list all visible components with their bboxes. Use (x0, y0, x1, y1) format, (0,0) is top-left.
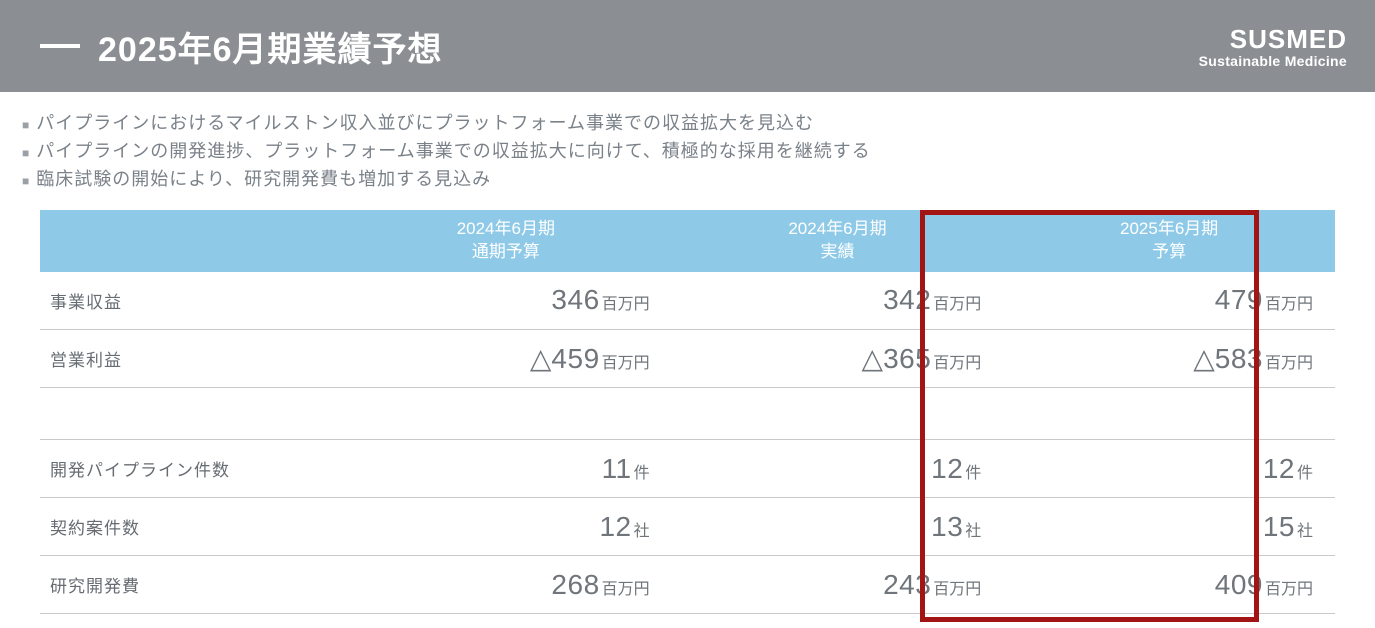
table-cell: 11件 (340, 440, 672, 498)
row-label: 営業利益 (40, 330, 340, 388)
cell-unit: 百万円 (602, 581, 650, 598)
bullet-text: パイプラインの開発進捗、プラットフォーム事業での収益拡大に向けて、積極的な採用を… (36, 138, 871, 166)
table-cell: △583百万円 (1003, 330, 1335, 388)
row-label: 研究開発費 (40, 556, 340, 614)
cell-value: 13 (931, 511, 963, 542)
brand-name: SUSMED (1199, 24, 1347, 55)
cell-value: 365 (883, 343, 931, 374)
negative-triangle-icon: △ (530, 343, 552, 374)
cell-value: 11 (602, 453, 632, 484)
square-icon: ■ (22, 144, 30, 163)
bullet-text: パイプラインにおけるマイルストン収入並びにプラットフォーム事業での収益拡大を見込… (36, 110, 814, 138)
table-cell: 268百万円 (340, 556, 672, 614)
cell-unit: 百万円 (1265, 581, 1313, 598)
table-cell: 13社 (672, 498, 1004, 556)
cell-unit: 百万円 (602, 355, 650, 372)
title-wrap: 2025年6月期業績予想 (40, 22, 443, 71)
brand-block: SUSMED Sustainable Medicine (1199, 24, 1347, 69)
table-cell: 479百万円 (1003, 272, 1335, 330)
table-cell: 243百万円 (672, 556, 1004, 614)
table-cell: 12社 (340, 498, 672, 556)
negative-triangle-icon: △ (1193, 343, 1215, 374)
table-gap-row (40, 388, 1335, 440)
bullet-text: 臨床試験の開始により、研究開発費も増加する見込み (36, 166, 491, 194)
page-header: 2025年6月期業績予想 SUSMED Sustainable Medicine (0, 0, 1375, 92)
table-cell: 12件 (672, 440, 1004, 498)
cell-value: 12 (1263, 453, 1295, 484)
cell-value: 268 (551, 569, 599, 600)
col-header-l2: 通期予算 (344, 241, 668, 264)
cell-unit: 百万円 (933, 296, 981, 313)
cell-unit: 百万円 (1265, 296, 1313, 313)
bullet-list: ■ パイプラインにおけるマイルストン収入並びにプラットフォーム事業での収益拡大を見… (0, 92, 1375, 204)
cell-value: 409 (1215, 569, 1263, 600)
forecast-table: 2024年6月期通期予算 2024年6月期実績 2025年6月期予算 事業収益3… (40, 210, 1335, 614)
table-cell: 346百万円 (340, 272, 672, 330)
col-header-l1: 2025年6月期 (1007, 218, 1331, 241)
cell-value: 346 (551, 284, 599, 315)
square-icon: ■ (22, 172, 30, 191)
row-label: 契約案件数 (40, 498, 340, 556)
cell-unit: 件 (965, 465, 981, 482)
table-cell: △459百万円 (340, 330, 672, 388)
cell-value: 243 (883, 569, 931, 600)
cell-value: 459 (551, 343, 599, 374)
col-header: 2024年6月期実績 (672, 210, 1004, 272)
col-header-l1: 2024年6月期 (344, 218, 668, 241)
cell-unit: 百万円 (933, 355, 981, 372)
row-label: 開発パイプライン件数 (40, 440, 340, 498)
bullet-item: ■ パイプラインにおけるマイルストン収入並びにプラットフォーム事業での収益拡大を見… (22, 110, 1353, 138)
table-corner (40, 210, 340, 272)
cell-unit: 百万円 (602, 296, 650, 313)
bullet-item: ■ パイプラインの開発進捗、プラットフォーム事業での収益拡大に向けて、積極的な採用… (22, 138, 1353, 166)
cell-unit: 社 (634, 523, 650, 540)
cell-unit: 百万円 (933, 581, 981, 598)
table-cell: △365百万円 (672, 330, 1004, 388)
brand-tagline: Sustainable Medicine (1199, 53, 1347, 69)
cell-value: 12 (931, 453, 963, 484)
col-header-l2: 実績 (676, 241, 1000, 264)
col-header-l1: 2024年6月期 (676, 218, 1000, 241)
square-icon: ■ (22, 116, 30, 135)
table-row: 事業収益346百万円342百万円479百万円 (40, 272, 1335, 330)
cell-unit: 百万円 (1265, 355, 1313, 372)
cell-value: 583 (1215, 343, 1263, 374)
cell-unit: 社 (965, 523, 981, 540)
bullet-item: ■ 臨床試験の開始により、研究開発費も増加する見込み (22, 166, 1353, 194)
table-cell: 15社 (1003, 498, 1335, 556)
title-dash-icon (40, 44, 80, 48)
negative-triangle-icon: △ (862, 343, 884, 374)
cell-unit: 件 (634, 465, 650, 482)
col-header: 2024年6月期通期予算 (340, 210, 672, 272)
cell-unit: 社 (1297, 523, 1313, 540)
col-header: 2025年6月期予算 (1003, 210, 1335, 272)
table-row: 営業利益△459百万円△365百万円△583百万円 (40, 330, 1335, 388)
cell-value: 342 (883, 284, 931, 315)
cell-value: 15 (1263, 511, 1295, 542)
table-cell: 409百万円 (1003, 556, 1335, 614)
row-label: 事業収益 (40, 272, 340, 330)
cell-value: 12 (599, 511, 631, 542)
cell-unit: 件 (1297, 465, 1313, 482)
cell-value: 479 (1215, 284, 1263, 315)
table-row: 開発パイプライン件数11件12件12件 (40, 440, 1335, 498)
forecast-table-wrap: 2024年6月期通期予算 2024年6月期実績 2025年6月期予算 事業収益3… (0, 204, 1375, 614)
page-title: 2025年6月期業績予想 (98, 22, 443, 71)
table-cell: 12件 (1003, 440, 1335, 498)
col-header-l2: 予算 (1007, 241, 1331, 264)
table-row: 研究開発費268百万円243百万円409百万円 (40, 556, 1335, 614)
table-cell: 342百万円 (672, 272, 1004, 330)
table-row: 契約案件数12社13社15社 (40, 498, 1335, 556)
